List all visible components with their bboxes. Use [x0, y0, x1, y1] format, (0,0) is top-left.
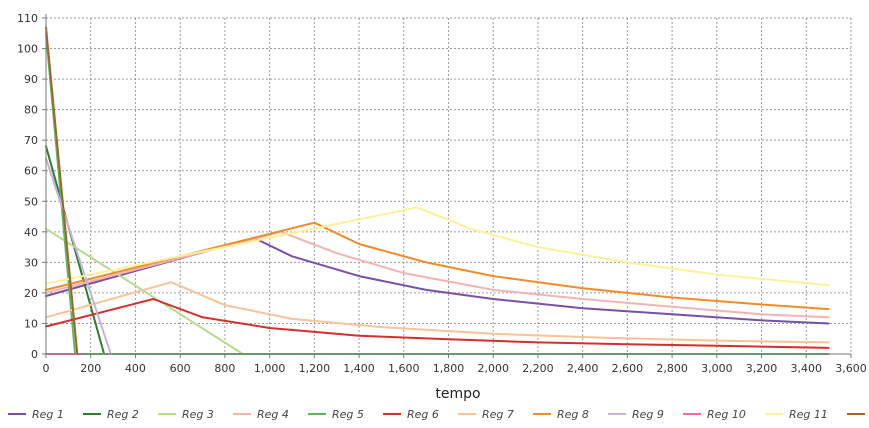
x-tick-label: 2,000 [477, 362, 509, 375]
x-tick-label: 2,200 [522, 362, 554, 375]
series-line-reg-1 [45, 236, 830, 325]
series-line-reg-3 [45, 227, 244, 355]
x-axis-title: tempo [435, 386, 480, 402]
series-line-reg-11 [45, 206, 830, 287]
x-tick-label: 0 [43, 362, 50, 375]
legend-label: Reg 11 [789, 408, 828, 421]
x-tick-label: 3,000 [701, 362, 733, 375]
x-tick-label: 1,400 [343, 362, 375, 375]
x-tick-label: 400 [125, 362, 146, 375]
y-tick-label: 110 [17, 12, 38, 25]
x-tick-label: 2,800 [656, 362, 688, 375]
series-line-reg-7 [45, 281, 830, 344]
legend-item-reg-3[interactable]: Reg 3 [158, 408, 214, 421]
legend-label: Reg 5 [332, 408, 364, 421]
legend-item-reg-1[interactable]: Reg 1 [8, 408, 64, 421]
y-tick-label: 100 [17, 43, 38, 56]
grid [46, 17, 852, 354]
axes [42, 14, 852, 358]
y-tick-label: 40 [24, 226, 38, 239]
x-tick-label: 1,600 [388, 362, 420, 375]
y-tick-label: 30 [24, 256, 38, 269]
legend-item-reg-2[interactable]: Reg 2 [83, 408, 139, 421]
legend-item-reg-9[interactable]: Reg 9 [608, 408, 664, 421]
legend-item-reg-12[interactable]: Reg 12 [847, 408, 869, 421]
y-tick-label: 10 [24, 317, 38, 330]
x-tick-label: 200 [80, 362, 101, 375]
series-line-reg-9 [45, 157, 112, 355]
legend-label: Reg 10 [707, 408, 746, 421]
x-tick-label: 800 [214, 362, 235, 375]
legend-label: Reg 4 [257, 408, 289, 421]
legend[interactable]: Reg 1 Reg 2 Reg 3 Reg 4 Reg 5 Reg 6 Reg 7 Reg 8… [8, 408, 869, 421]
x-tick-label: 3,400 [791, 362, 823, 375]
x-tick-label: 600 [170, 362, 191, 375]
x-tick-label: 2,400 [567, 362, 599, 375]
legend-item-reg-5[interactable]: Reg 5 [308, 408, 364, 421]
legend-label: Reg 8 [557, 408, 589, 421]
legend-item-reg-8[interactable]: Reg 8 [533, 408, 589, 421]
legend-label: Reg 7 [482, 408, 514, 421]
tick-labels: 0 200 400 600 800 1,000 1,200 1,400 1,600 1,800 2,… [17, 12, 867, 375]
y-tick-label: 60 [24, 165, 38, 178]
y-tick-label: 80 [24, 104, 38, 117]
y-tick-label: 0 [31, 348, 38, 361]
x-tick-label: 1,000 [254, 362, 286, 375]
legend-label: Reg 1 [32, 408, 64, 421]
legend-item-reg-6[interactable]: Reg 6 [383, 408, 439, 421]
y-tick-label: 90 [24, 73, 38, 86]
legend-label: Reg 9 [632, 408, 664, 421]
x-tick-label: 1,200 [299, 362, 331, 375]
y-tick-label: 20 [24, 287, 38, 300]
x-tick-label: 2,600 [612, 362, 644, 375]
x-tick-label: 3,200 [746, 362, 778, 375]
y-tick-label: 50 [24, 195, 38, 208]
legend-item-reg-10[interactable]: Reg 10 [683, 408, 746, 421]
y-tick-label: 70 [24, 134, 38, 147]
x-tick-label: 3,600 [835, 362, 867, 375]
legend-item-reg-11[interactable]: Reg 11 [765, 408, 828, 421]
legend-label: Reg 6 [407, 408, 439, 421]
legend-label: Reg 3 [182, 408, 214, 421]
legend-label: Reg 2 [107, 408, 139, 421]
legend-item-reg-4[interactable]: Reg 4 [233, 408, 289, 421]
legend-item-reg-7[interactable]: Reg 7 [458, 408, 514, 421]
series-line-reg-4 [45, 230, 830, 319]
x-tick-label: 1,800 [433, 362, 465, 375]
series-line-reg-8 [45, 221, 830, 311]
series-line-reg-12 [45, 26, 79, 355]
series-line-reg-6 [45, 298, 830, 349]
